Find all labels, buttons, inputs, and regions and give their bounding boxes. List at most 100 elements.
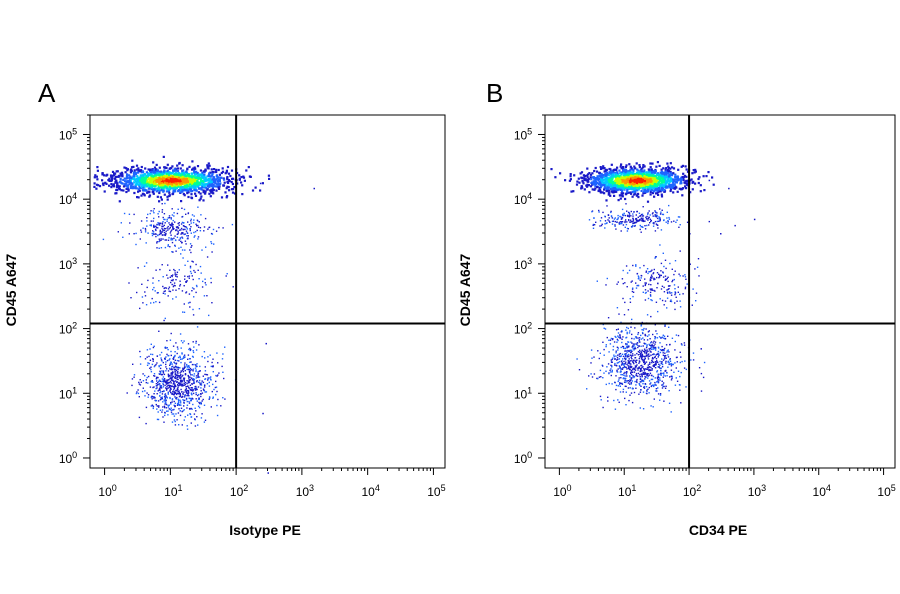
event-point	[603, 188, 606, 191]
event-point	[161, 373, 164, 376]
event-point	[600, 217, 603, 219]
event-point	[182, 367, 184, 369]
event-point	[155, 180, 158, 183]
event-point	[622, 388, 625, 391]
event-point	[185, 392, 188, 394]
event-point	[584, 178, 587, 181]
event-point	[609, 168, 612, 171]
event-point	[156, 385, 158, 387]
event-point	[161, 360, 163, 362]
event-point	[179, 183, 182, 187]
event-point	[172, 357, 174, 360]
event-point	[181, 380, 183, 382]
event-point	[182, 377, 185, 379]
event-point	[631, 377, 633, 379]
event-point	[645, 174, 648, 177]
event-point	[580, 171, 584, 174]
event-point	[660, 270, 662, 272]
event-point	[631, 190, 634, 194]
event-point	[650, 348, 653, 351]
event-point	[661, 387, 664, 389]
event-point	[624, 197, 627, 201]
event-point	[183, 340, 185, 342]
event-point	[159, 268, 161, 271]
event-point	[626, 189, 629, 192]
event-point	[174, 396, 176, 398]
event-point	[606, 277, 608, 280]
event-point	[186, 428, 189, 430]
event-point	[160, 247, 163, 249]
event-point	[191, 379, 194, 381]
x-tick-label: 104	[361, 483, 379, 499]
event-point	[215, 178, 218, 181]
event-point	[171, 376, 174, 378]
event-point	[169, 290, 172, 293]
event-point	[207, 378, 209, 380]
event-point	[661, 179, 664, 182]
event-point	[686, 283, 688, 285]
event-point	[630, 219, 632, 221]
event-point	[223, 181, 226, 184]
event-point	[640, 170, 643, 173]
event-point	[208, 192, 211, 195]
event-point	[188, 368, 190, 371]
event-point	[645, 352, 648, 354]
event-point	[167, 387, 169, 389]
event-point	[157, 292, 159, 294]
event-point	[611, 180, 614, 183]
event-point	[624, 379, 626, 381]
event-point	[613, 190, 616, 193]
event-point	[609, 184, 613, 187]
event-point	[184, 366, 187, 368]
event-point	[167, 239, 170, 241]
event-point	[172, 251, 174, 253]
event-point	[193, 182, 196, 185]
event-point	[594, 183, 597, 186]
event-point	[186, 425, 188, 427]
event-point	[155, 387, 157, 390]
event-point	[169, 177, 173, 180]
event-point	[189, 188, 193, 191]
event-point	[217, 398, 219, 401]
event-point	[660, 170, 664, 174]
event-point	[164, 180, 167, 183]
event-point	[176, 390, 178, 392]
event-point	[191, 168, 194, 171]
event-point	[197, 224, 199, 227]
event-point	[600, 224, 603, 227]
event-point	[648, 216, 650, 219]
event-point	[164, 202, 166, 205]
event-point	[624, 282, 626, 284]
event-point	[160, 387, 162, 389]
event-point	[612, 171, 615, 174]
event-point	[191, 383, 194, 385]
event-point	[151, 353, 154, 356]
event-point	[599, 352, 601, 354]
event-point	[594, 184, 597, 188]
event-point	[149, 170, 153, 174]
event-point	[195, 364, 197, 366]
event-point	[643, 165, 646, 168]
event-point	[188, 366, 191, 368]
event-point	[177, 181, 181, 184]
event-point	[681, 175, 684, 179]
event-point	[665, 173, 668, 176]
event-point	[135, 177, 139, 180]
event-point	[218, 178, 221, 181]
event-point	[642, 291, 644, 293]
event-point	[156, 362, 158, 364]
event-point	[101, 182, 105, 185]
event-point	[125, 177, 128, 180]
event-point	[175, 184, 178, 187]
event-point	[167, 379, 169, 381]
event-point	[152, 230, 154, 232]
event-point	[173, 419, 176, 421]
event-point	[200, 417, 203, 419]
event-point	[182, 228, 185, 231]
event-point	[161, 231, 164, 233]
event-point	[158, 365, 160, 367]
event-point	[626, 190, 629, 193]
event-point	[125, 182, 128, 185]
x-tick-label: 105	[427, 483, 445, 499]
event-point	[172, 279, 174, 282]
